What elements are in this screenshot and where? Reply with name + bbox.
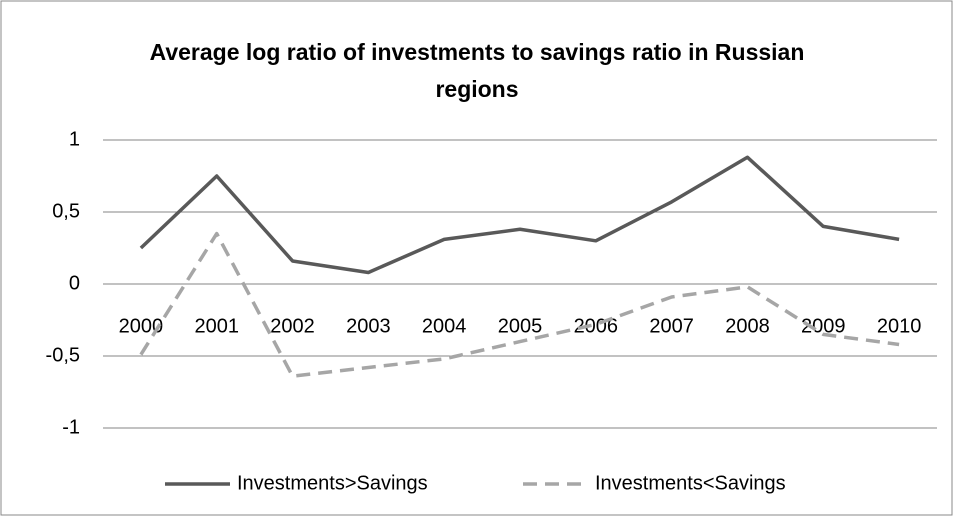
- series-line: [139, 155, 900, 275]
- legend-label: Investments<Savings: [595, 472, 786, 494]
- x-tick-label: 2007: [649, 315, 694, 337]
- x-tick-label: 2004: [422, 315, 467, 337]
- y-tick-label: 1: [69, 128, 80, 150]
- x-tick-label: 2000: [119, 315, 164, 337]
- x-tick-label: 2009: [801, 315, 846, 337]
- legend-label: Investments>Savings: [237, 472, 428, 494]
- x-tick-label: 2005: [498, 315, 543, 337]
- y-tick-label: -0,5: [46, 344, 80, 366]
- series-line: [139, 231, 900, 378]
- x-tick-label: 2002: [270, 315, 315, 337]
- x-tick-label: 2003: [346, 315, 391, 337]
- y-tick-label: -1: [62, 416, 80, 438]
- x-tick-label: 2010: [877, 315, 922, 337]
- chart-title: Average log ratio of investments to savi…: [149, 39, 805, 102]
- x-tick-label: 2001: [194, 315, 239, 337]
- x-tick-label: 2008: [725, 315, 770, 337]
- y-tick-label: 0: [69, 272, 80, 294]
- y-tick-label: 0,5: [52, 200, 80, 222]
